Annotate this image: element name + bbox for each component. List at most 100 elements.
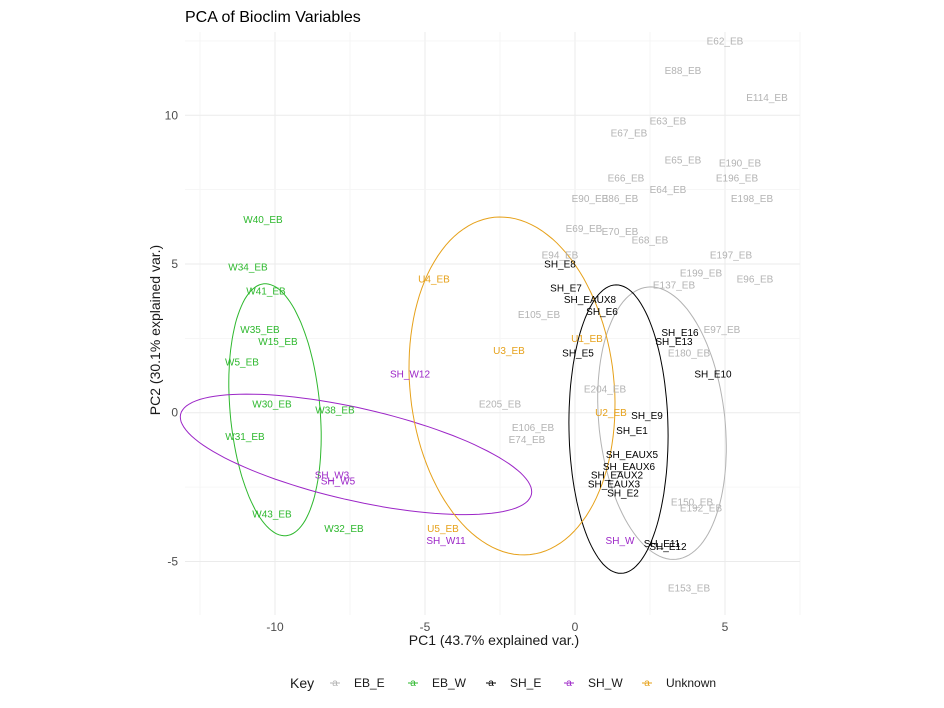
- y-axis-title: PC2 (30.1% explained var.): [147, 245, 163, 415]
- legend-key-glyph: a: [332, 678, 338, 689]
- point-label: E199_EB: [680, 268, 723, 279]
- ellipse-eb-w: [228, 283, 322, 537]
- legend-label: EB_E: [354, 676, 385, 690]
- x-tick-label: -5: [420, 620, 431, 634]
- point-label: SH_E5: [562, 349, 594, 360]
- legend-label: EB_W: [432, 676, 467, 690]
- point-label: SH_W5: [321, 477, 356, 488]
- point-label: U2_EB: [595, 408, 627, 419]
- x-axis-title: PC1 (43.7% explained var.): [409, 632, 579, 648]
- point-label: E67_EB: [611, 129, 648, 140]
- point-label: W32_EB: [324, 524, 364, 535]
- point-label: W41_EB: [246, 286, 286, 297]
- point-label: E106_EB: [512, 423, 555, 434]
- point-label: E198_EB: [731, 194, 774, 205]
- point-label: E150_EB: [671, 497, 714, 508]
- legend-label: Unknown: [666, 676, 716, 690]
- ellipse-sh-w: [179, 393, 533, 516]
- point-label: E69_EB: [566, 224, 603, 235]
- legend-key-glyph: a: [644, 678, 650, 689]
- point-label: W40_EB: [243, 215, 283, 226]
- point-label: SH_EAUX2: [591, 471, 644, 482]
- point-label: SH_E16: [661, 328, 699, 339]
- point-label: E65_EB: [665, 155, 702, 166]
- legend-key-glyph: a: [566, 678, 572, 689]
- point-label: E66_EB: [608, 173, 645, 184]
- point-label: E70_EB: [602, 227, 639, 238]
- point-label: SH_E1: [616, 426, 648, 437]
- chart-title: PCA of Bioclim Variables: [185, 9, 361, 26]
- point-label: U3_EB: [493, 346, 525, 357]
- point-label: E74_EB: [509, 435, 546, 446]
- point-label: W30_EB: [252, 399, 292, 410]
- point-label: SH_W: [606, 536, 635, 547]
- point-label: E205_EB: [479, 399, 522, 410]
- point-label: E105_EB: [518, 310, 561, 321]
- point-label: E153_EB: [668, 584, 711, 595]
- gridlines: [185, 32, 801, 615]
- point-label: SH_EAUX3: [588, 480, 641, 491]
- axis-ticks: -10 -5 0 5 -5 0 5 10: [165, 108, 729, 634]
- point-label: E63_EB: [650, 117, 687, 128]
- point-label: U1_EB: [571, 334, 603, 345]
- point-label: SH_EAUX5: [606, 450, 659, 461]
- point-label: E97_EB: [704, 325, 741, 336]
- point-label: SH_EAUX8: [564, 295, 617, 306]
- point-label: E180_EB: [668, 349, 711, 360]
- point-label: E68_EB: [632, 236, 669, 247]
- point-label: E190_EB: [719, 158, 762, 169]
- x-tick-label: 0: [572, 620, 579, 634]
- point-label: U5_EB: [427, 524, 459, 535]
- point-label: SH_E13: [655, 337, 693, 348]
- point-label: SH_W11: [426, 536, 466, 547]
- point-label: SH_E8: [544, 260, 576, 271]
- point-label: E137_EB: [653, 280, 696, 291]
- point-label: E204_EB: [584, 384, 627, 395]
- legend-key-glyph: a: [488, 678, 494, 689]
- point-label: SH_E10: [694, 370, 732, 381]
- point-label: SH_E6: [586, 307, 618, 318]
- y-tick-label: 10: [165, 108, 179, 122]
- point-label: SH_E2: [607, 489, 639, 500]
- point-label: SH_E7: [550, 283, 582, 294]
- point-label: SH_E9: [631, 411, 663, 422]
- legend-label: SH_W: [588, 676, 623, 690]
- y-tick-label: 5: [171, 257, 178, 271]
- point-label: E196_EB: [716, 173, 759, 184]
- point-label: W31_EB: [225, 432, 265, 443]
- point-label: E197_EB: [710, 251, 753, 262]
- point-label: E114_EB: [746, 93, 788, 104]
- point-label: SH_W3: [315, 471, 350, 482]
- ellipse-sh-e: [568, 284, 669, 574]
- point-label: W34_EB: [228, 262, 268, 273]
- legend: Key a EB_E a EB_W a SH_E a SH_W a Unknown: [290, 675, 716, 691]
- point-label: E192_EB: [680, 503, 723, 514]
- legend-key-glyph: a: [410, 678, 416, 689]
- point-label: E88_EB: [665, 66, 702, 77]
- legend-title: Key: [290, 675, 314, 691]
- point-label: E64_EB: [650, 185, 687, 196]
- point-label: E86_EB: [602, 194, 639, 205]
- point-label: SH_E11: [644, 539, 681, 550]
- legend-label: SH_E: [510, 676, 541, 690]
- point-label: SH_W12: [390, 370, 430, 381]
- point-label: W38_EB: [315, 405, 355, 416]
- confidence-ellipses: [179, 216, 727, 574]
- point-label: E94_EB: [542, 251, 579, 262]
- point-label: SH_E12: [649, 542, 687, 553]
- y-tick-label: -5: [167, 554, 178, 568]
- point-label: W35_EB: [240, 325, 280, 336]
- point-label: E90_EB: [572, 194, 609, 205]
- ellipse-eb-e: [597, 286, 727, 560]
- point-label: SH_EAUX6: [603, 462, 656, 473]
- point-label: W15_EB: [258, 337, 298, 348]
- point-label: W5_EB: [225, 358, 259, 369]
- y-tick-label: 0: [171, 406, 178, 420]
- x-tick-label: -10: [266, 620, 284, 634]
- point-label: U4_EB: [418, 274, 450, 285]
- x-tick-label: 5: [722, 620, 729, 634]
- point-label: E62_EB: [707, 36, 744, 47]
- ellipse-unknown: [408, 216, 616, 556]
- point-label: E96_EB: [737, 274, 774, 285]
